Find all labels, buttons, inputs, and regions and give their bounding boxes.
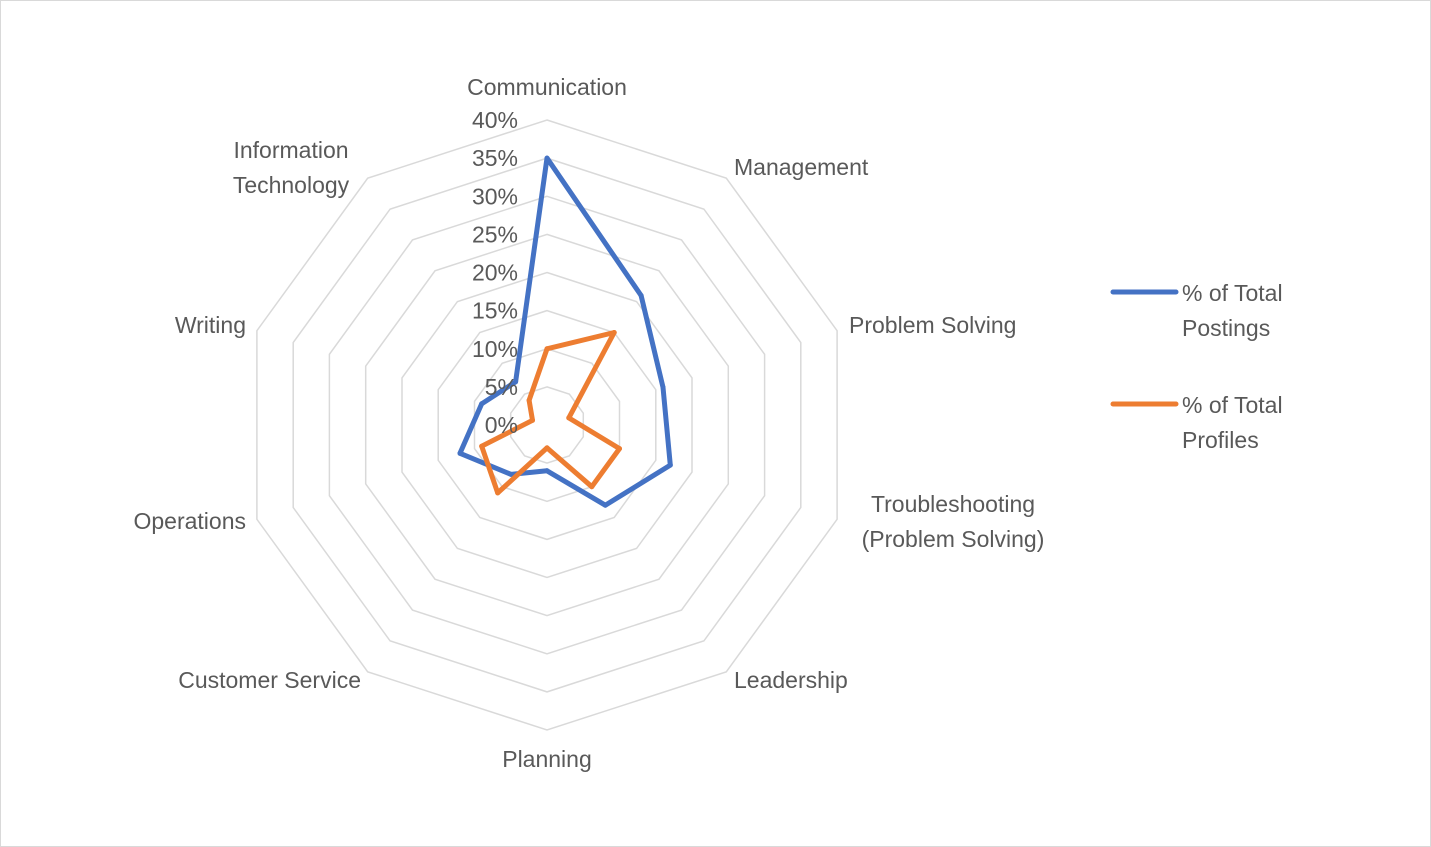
category-label: Troubleshooting (Problem Solving) xyxy=(862,491,1045,552)
tick-label: 20% xyxy=(472,260,518,286)
data-point xyxy=(544,346,550,352)
data-point xyxy=(544,155,550,161)
data-point xyxy=(544,468,550,474)
category-label: Leadership xyxy=(734,667,848,693)
grid-ring xyxy=(292,157,802,693)
grid-ring xyxy=(364,233,730,617)
tick-label: 30% xyxy=(472,183,518,209)
legend-entry: % of Total Profiles xyxy=(1110,392,1283,453)
tick-label: 5% xyxy=(485,374,518,400)
grid-ring xyxy=(437,309,657,541)
tick-label: 35% xyxy=(472,145,518,171)
radial-axis-ticks: 0% 5% 10% 15% 20% 25% 30% 35% 40% xyxy=(472,107,518,438)
legend: % of Total Postings % of Total Profiles xyxy=(1110,280,1283,453)
series-line xyxy=(457,155,673,508)
grid-ring xyxy=(328,195,766,655)
data-point xyxy=(660,384,666,390)
data-point xyxy=(611,330,617,335)
radar-series xyxy=(457,155,673,508)
series-2 xyxy=(479,330,622,496)
data-point xyxy=(457,450,463,456)
legend-label: % of Total Postings xyxy=(1182,280,1283,341)
tick-label: 10% xyxy=(472,336,518,362)
data-point xyxy=(495,490,501,496)
category-label: Information Technology xyxy=(233,137,350,198)
data-point xyxy=(589,484,595,490)
data-point xyxy=(479,443,485,449)
data-point xyxy=(513,379,519,385)
category-label: Planning xyxy=(502,746,592,772)
category-labels: Communication Management Problem Solving Tr… xyxy=(133,74,1044,772)
radar-grid xyxy=(256,119,838,731)
data-point xyxy=(530,417,535,423)
tick-label: 0% xyxy=(485,412,518,438)
category-label: Customer Service xyxy=(178,667,361,693)
category-label: Operations xyxy=(133,508,246,534)
category-label: Problem Solving xyxy=(849,312,1016,338)
data-point xyxy=(526,397,532,403)
series-1 xyxy=(457,155,673,508)
legend-label: % of Total Profiles xyxy=(1182,392,1283,453)
grid-ring xyxy=(256,119,838,731)
data-point xyxy=(544,445,550,451)
grid-ring xyxy=(473,348,621,503)
data-point xyxy=(602,502,608,508)
grid-ring xyxy=(401,271,693,579)
data-point xyxy=(638,293,644,298)
category-label: Management xyxy=(734,154,869,180)
category-label: Writing xyxy=(175,312,246,338)
tick-label: 25% xyxy=(472,221,518,247)
grid-ring xyxy=(509,386,585,464)
data-point xyxy=(566,415,572,421)
category-label: Communication xyxy=(467,74,627,100)
data-point xyxy=(617,446,622,452)
legend-entry: % of Total Postings xyxy=(1110,280,1283,341)
data-point xyxy=(479,401,485,407)
tick-label: 40% xyxy=(472,107,518,133)
data-point xyxy=(508,471,514,477)
data-point xyxy=(667,462,673,468)
tick-label: 15% xyxy=(472,298,518,324)
